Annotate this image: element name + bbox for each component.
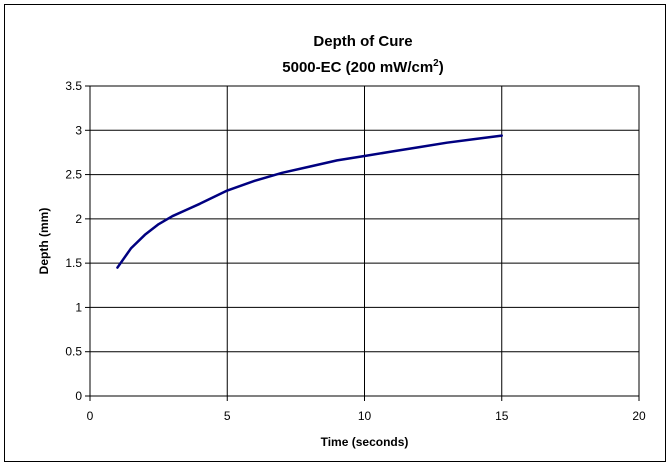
chart-subtitle-sup: 2 (433, 58, 439, 69)
y-axis-title: Depth (mm) (37, 208, 51, 275)
y-tick-label: 3 (75, 123, 82, 137)
depth-series-line (116, 134, 503, 269)
x-tick-label: 0 (87, 409, 94, 423)
x-tick-label: 15 (495, 409, 509, 423)
chart-subtitle-end: ) (439, 59, 444, 76)
y-tick-label: 1.5 (65, 256, 82, 270)
y-tick-label: 0 (75, 389, 82, 403)
y-tick-label: 2.5 (65, 168, 82, 182)
x-tick-label: 20 (632, 409, 646, 423)
x-tick-label: 10 (358, 409, 372, 423)
chart-title: Depth of Cure (313, 33, 412, 50)
y-tick-label: 1 (75, 300, 82, 314)
y-tick-label: 0.5 (65, 345, 82, 359)
chart-subtitle: 5000-EC (200 mW/cm2) (282, 58, 443, 76)
x-axis-title: Time (seconds) (321, 435, 409, 449)
y-tick-label: 3.5 (65, 79, 82, 93)
plot-area: 0 0.5 1 1.5 2 2.5 3 3.5 0 5 10 15 20 Time (seconds) De… (37, 79, 646, 449)
x-tick-label: 5 (224, 409, 231, 423)
y-tick-label: 2 (75, 212, 82, 226)
chart-subtitle-main: 5000-EC (200 mW/cm (282, 59, 433, 76)
